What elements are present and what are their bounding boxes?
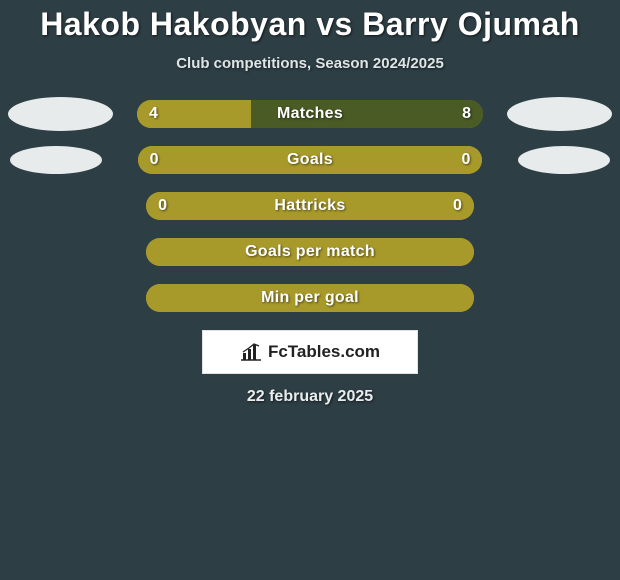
bar-chart-icon: [240, 343, 262, 361]
logo-text: FcTables.com: [268, 342, 380, 362]
stat-right-value: 0: [461, 146, 470, 174]
comparison-infographic: Hakob Hakobyan vs Barry Ojumah Club comp…: [0, 0, 620, 406]
stat-bar: 0Hattricks0: [146, 192, 474, 220]
stats-list: 4Matches80Goals00Hattricks0Goals per mat…: [0, 100, 620, 312]
player-left-badge: [8, 97, 113, 131]
stat-row: 4Matches8: [0, 100, 620, 128]
stat-right-value: 0: [453, 192, 462, 220]
stat-bar: Goals per match: [146, 238, 474, 266]
stat-label: Goals per match: [146, 238, 474, 266]
stat-bar: 4Matches8: [137, 100, 483, 128]
stat-row: 0Hattricks0: [0, 192, 620, 220]
page-title: Hakob Hakobyan vs Barry Ojumah: [0, 6, 620, 43]
logo: FcTables.com: [240, 342, 380, 362]
logo-box: FcTables.com: [202, 330, 418, 374]
page-subtitle: Club competitions, Season 2024/2025: [0, 55, 620, 72]
stat-bar: 0Goals0: [138, 146, 483, 174]
player-right-badge: [507, 97, 612, 131]
date-text: 22 february 2025: [0, 388, 620, 406]
stat-label: Min per goal: [146, 284, 474, 312]
stat-row: Min per goal: [0, 284, 620, 312]
player-right-badge: [518, 146, 610, 174]
stat-row: Goals per match: [0, 238, 620, 266]
stat-right-value: 8: [462, 100, 471, 128]
stat-bar: Min per goal: [146, 284, 474, 312]
player-left-badge: [10, 146, 102, 174]
stat-row: 0Goals0: [0, 146, 620, 174]
stat-label: Matches: [137, 100, 483, 128]
stat-label: Hattricks: [146, 192, 474, 220]
stat-label: Goals: [138, 146, 483, 174]
